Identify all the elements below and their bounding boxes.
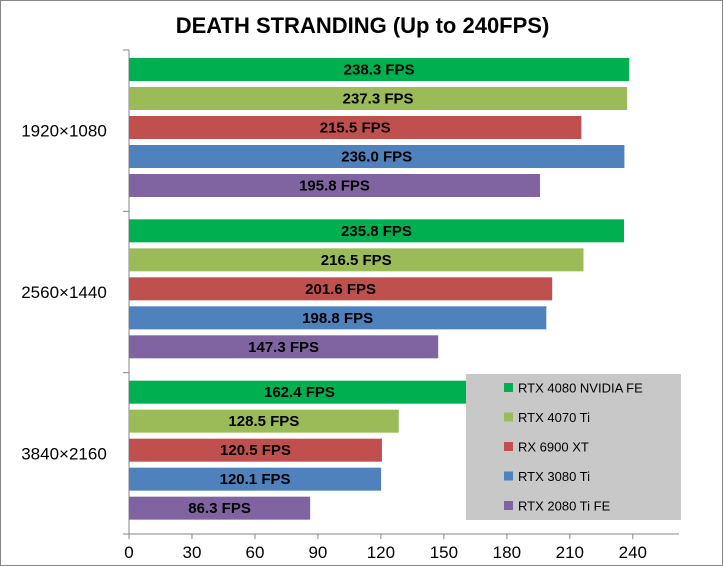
x-tick-label: 60 <box>245 543 264 562</box>
bar <box>129 306 547 330</box>
legend-label: RTX 4070 Ti <box>518 410 590 425</box>
x-tick-label: 90 <box>308 543 327 562</box>
bar <box>129 58 630 81</box>
bar <box>129 380 470 404</box>
legend-swatch <box>504 383 513 392</box>
bar-value-label: 120.1 FPS <box>220 471 291 488</box>
bar-value-label: 215.5 FPS <box>320 120 391 137</box>
legend-box <box>466 374 681 520</box>
bar <box>129 248 584 272</box>
legend-label: RTX 3080 Ti <box>518 469 590 484</box>
legend-label: RTX 2080 Ti FE <box>518 499 611 514</box>
bar-value-label: 235.8 FPS <box>341 223 412 240</box>
bars: 238.3 FPS 237.3 FPS 215.5 FPS 236.0 FPS 195.… <box>129 58 630 520</box>
legend-swatch <box>504 471 513 481</box>
bar-value-label: 216.5 FPS <box>321 252 392 269</box>
bar <box>129 496 311 520</box>
axes: 0 30 60 90 120 150 180 210 240 1920×1080 2560×1440… <box>21 49 679 562</box>
bar-value-label: 86.3 FPS <box>188 500 251 517</box>
bar <box>129 116 582 139</box>
bar-value-label: 162.4 FPS <box>264 384 335 401</box>
x-tick-label: 30 <box>183 543 202 562</box>
chart-title: DEATH STRANDING (Up to 240FPS) <box>175 13 550 38</box>
bar-value-label: 195.8 FPS <box>299 178 370 195</box>
x-tick-label: 240 <box>619 543 647 562</box>
x-tick-label: 120 <box>367 543 395 562</box>
bar <box>129 409 399 433</box>
bar <box>129 467 382 491</box>
legend-label: RTX 4080 NVIDIA FE <box>518 381 643 396</box>
legend-swatch <box>504 412 513 422</box>
legend-swatch <box>504 501 513 510</box>
x-tick-label: 0 <box>124 543 133 562</box>
bar-value-label: 128.5 FPS <box>228 413 299 430</box>
bar <box>129 277 553 301</box>
bar-value-label: 198.8 FPS <box>302 310 373 327</box>
category-label: 1920×1080 <box>21 122 107 141</box>
legend-label: RX 6900 XT <box>518 440 589 455</box>
bar-value-label: 201.6 FPS <box>305 281 376 298</box>
legend: RTX 4080 NVIDIA FE RTX 4070 Ti RX 6900 XT R… <box>466 374 681 520</box>
bar <box>129 174 541 197</box>
x-tick-label: 180 <box>493 543 521 562</box>
bar <box>129 87 628 110</box>
bar <box>129 438 382 462</box>
bar-value-label: 120.5 FPS <box>220 442 291 459</box>
bar-value-label: 238.3 FPS <box>344 62 415 79</box>
category-label: 2560×1440 <box>21 283 107 302</box>
bar-value-label: 147.3 FPS <box>248 339 319 356</box>
bar-value-label: 237.3 FPS <box>343 91 414 108</box>
bar <box>129 335 439 359</box>
bar <box>129 219 624 243</box>
bar <box>129 145 625 168</box>
x-tick-label: 150 <box>430 543 458 562</box>
legend-swatch <box>504 442 513 451</box>
category-label: 3840×2160 <box>21 444 107 463</box>
x-tick-label: 210 <box>556 543 584 562</box>
bar-value-label: 236.0 FPS <box>341 149 412 166</box>
